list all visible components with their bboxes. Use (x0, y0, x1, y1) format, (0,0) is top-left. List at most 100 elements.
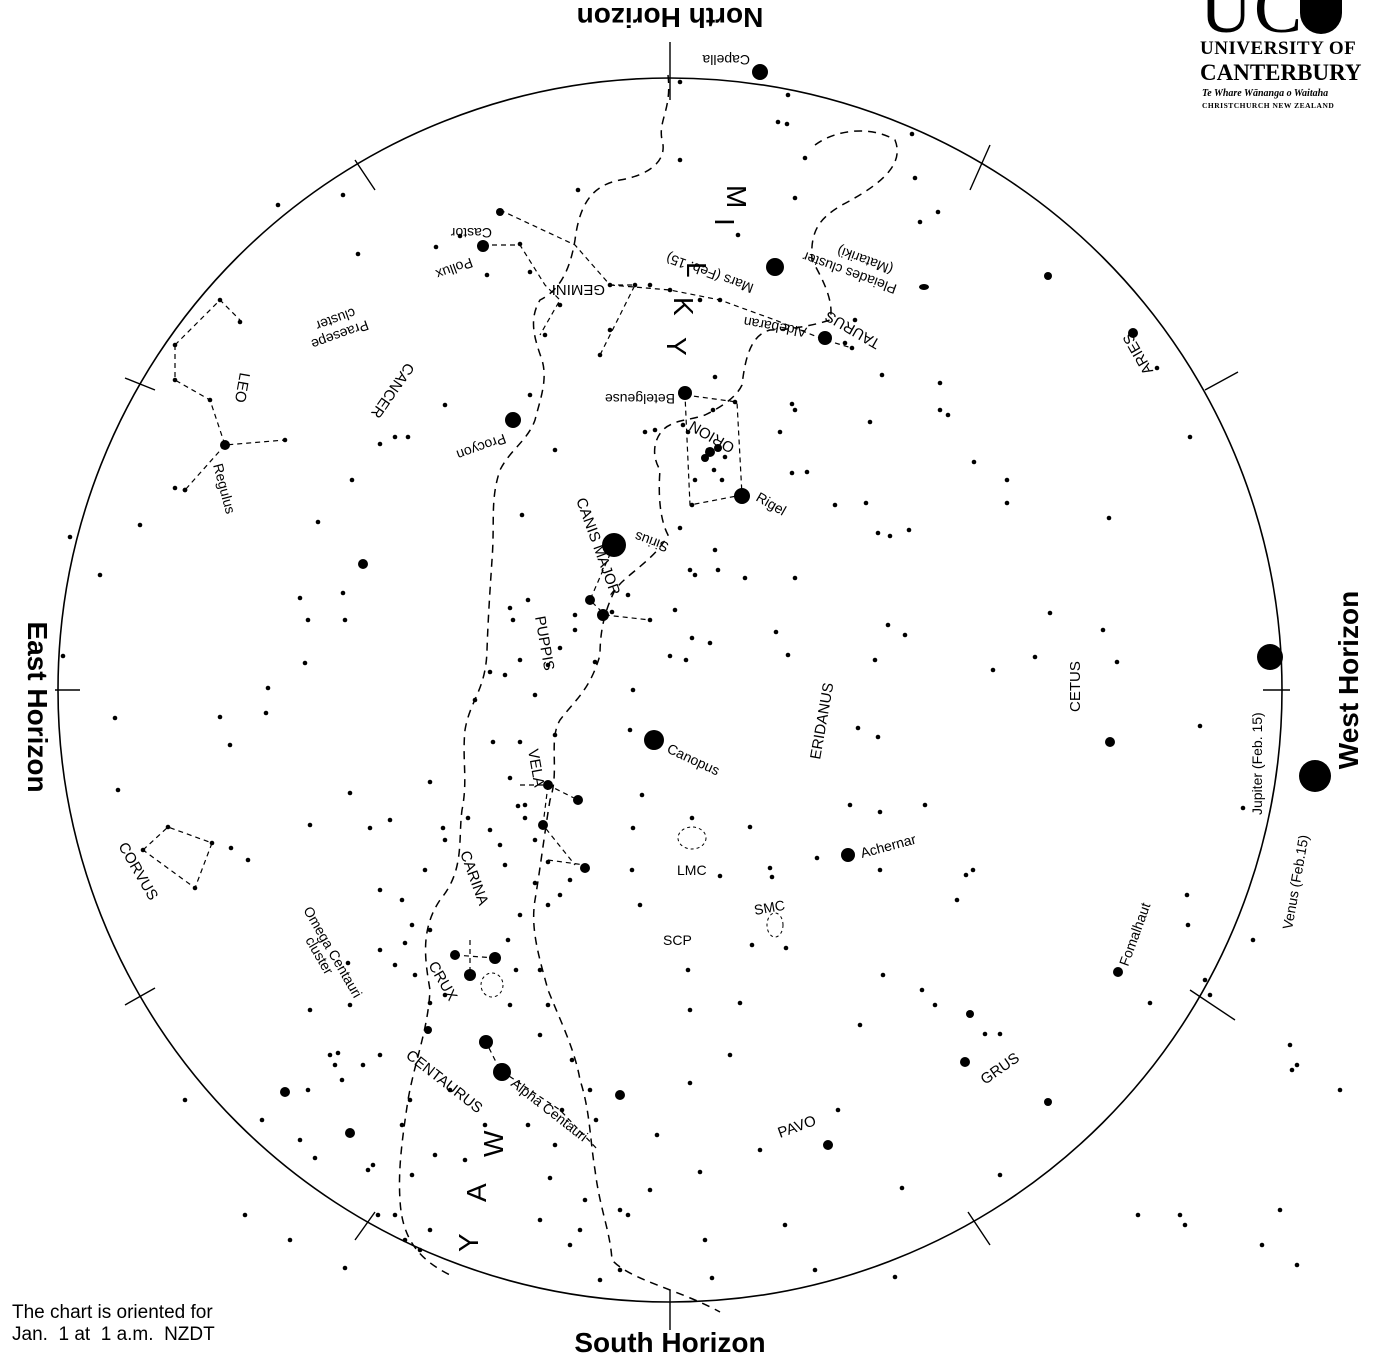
faint-star-dot (792, 575, 798, 581)
tick-ene (124, 377, 156, 391)
faint-star-dot (507, 775, 513, 781)
faint-star-dot (525, 1122, 531, 1128)
faint-star-dot (412, 972, 418, 978)
label-castor: Castor (450, 225, 492, 241)
faint-star-dot (402, 940, 408, 946)
faint-star-dot (472, 697, 478, 703)
faint-star-dot (689, 635, 695, 641)
faint-star-dot (339, 1077, 345, 1083)
gemini-line-b (483, 244, 561, 336)
faint-star-dot (312, 1155, 318, 1161)
faint-star-dot (263, 710, 269, 716)
faint-star-dot (629, 867, 635, 873)
star-star-dot (538, 820, 548, 830)
faint-star-dot (507, 1002, 513, 1008)
faint-star-dot (709, 1275, 715, 1281)
faint-star-dot (1202, 977, 1208, 983)
faint-star-dot (515, 803, 521, 809)
faint-star-dot (209, 840, 215, 846)
faint-star-dot (305, 617, 311, 623)
label-rigel: Rigel (754, 489, 790, 519)
milky-way-letter-l: L (681, 262, 712, 278)
faint-star-dot (557, 645, 563, 651)
milky-way-letter-k: K (668, 297, 699, 316)
faint-star-dot (625, 592, 631, 598)
constellation-taurus: TAURUS (822, 307, 883, 352)
faint-star-dot (349, 477, 355, 483)
faint-star-dot (789, 401, 795, 407)
faint-star-dot (1106, 515, 1112, 521)
faint-star-dot (140, 847, 146, 853)
faint-star-dot (367, 825, 373, 831)
faint-star-dot (783, 945, 789, 951)
faint-star-dot (422, 867, 428, 873)
faint-star-dot (265, 685, 271, 691)
milky-way-letter-a: A (461, 1183, 492, 1202)
faint-star-dot (617, 1267, 623, 1273)
faint-star-dot (505, 937, 511, 943)
faint-star-dot (712, 547, 718, 553)
tick-nne (354, 159, 376, 191)
milky-way-west-edge (532, 130, 898, 1313)
label-lmc: LMC (677, 862, 707, 878)
faint-star-dot (582, 1197, 588, 1203)
faint-star-dot (857, 1022, 863, 1028)
faint-star-dot (228, 845, 234, 851)
faint-star-dot (172, 377, 178, 383)
faint-star-dot (517, 739, 523, 745)
faint-star-dot (773, 629, 779, 635)
star-star-dot (1044, 272, 1052, 280)
star-star-dot (580, 863, 590, 873)
faint-star-dot (392, 1212, 398, 1218)
faint-star-dot (522, 815, 528, 821)
faint-star-dot (954, 897, 960, 903)
faint-star-dot (517, 657, 523, 663)
star-star-dot (1044, 1098, 1052, 1106)
faint-star-dot (852, 317, 858, 323)
faint-star-dot (672, 607, 678, 613)
faint-star-dot (932, 1002, 938, 1008)
faint-star-dot (517, 241, 523, 247)
crux-line (454, 940, 496, 975)
canis-major-line (589, 544, 651, 621)
corvus-line (142, 826, 213, 889)
constellation-eridanus: ERIDANUS (807, 681, 837, 760)
faint-star-dot (647, 617, 653, 623)
faint-star-dot (757, 1147, 763, 1153)
orientation-note: The chart is oriented for Jan. 1 at 1 a.… (12, 1302, 215, 1346)
rigel-star-dot (734, 488, 750, 504)
faint-star-dot (1240, 805, 1246, 811)
faint-star-dot (297, 1137, 303, 1143)
faint-star-dot (769, 874, 775, 880)
faint-star-dot (712, 374, 718, 380)
faint-star-dot (345, 960, 351, 966)
east-horizon-label: East Horizon (22, 621, 53, 792)
faint-star-dot (282, 437, 288, 443)
faint-star-dot (715, 567, 721, 573)
faint-star-dot (527, 269, 533, 275)
crest-icon (1300, 0, 1342, 34)
tick-ssw (967, 1211, 991, 1246)
faint-star-dot (315, 519, 321, 525)
faint-star-dot (399, 897, 405, 903)
constellation-cancer: CANCER (367, 359, 417, 421)
faint-star-dot (442, 992, 448, 998)
faint-star-dot (632, 282, 638, 288)
faint-star-dot (742, 575, 748, 581)
faint-star-dot (275, 202, 281, 208)
faint-star-dot (399, 1122, 405, 1128)
faint-star-dot (855, 725, 861, 731)
faint-star-dot (1032, 654, 1038, 660)
faint-star-dot (1154, 365, 1160, 371)
faint-star-dot (305, 1087, 311, 1093)
label-achernar: Achernar (859, 831, 918, 861)
faint-star-dot (902, 632, 908, 638)
faint-star-dot (885, 622, 891, 628)
faint-star-dot (597, 352, 603, 358)
faint-star-dot (877, 809, 883, 815)
faint-star-dot (537, 1032, 543, 1038)
faint-star-dot (355, 251, 361, 257)
acrux-star-dot (464, 969, 476, 981)
label-betelgeuse: Betelgeuse (605, 391, 675, 407)
faint-star-dot (677, 79, 683, 85)
